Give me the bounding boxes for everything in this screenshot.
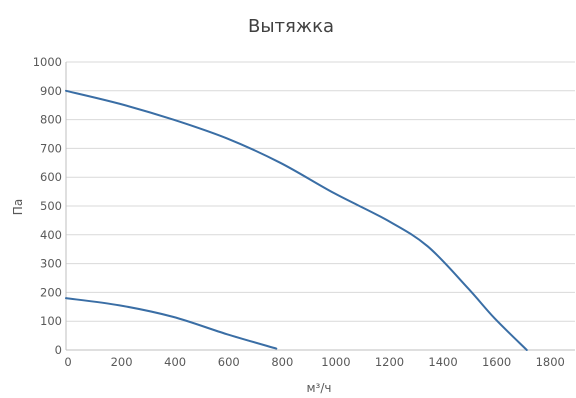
- y-tick-label: 700: [40, 141, 62, 155]
- y-tick-label: 100: [40, 314, 62, 328]
- x-tick-label: 200: [111, 355, 133, 369]
- x-axis-label: м³/ч: [307, 381, 332, 395]
- series-line-1: [65, 89, 528, 351]
- plot-area: 0 100 200 300 400 500 600 700 800 900 1000 0 200 400 6…: [33, 55, 575, 369]
- x-tick-label: 1800: [536, 355, 565, 369]
- x-tick-label: 1200: [375, 355, 404, 369]
- x-tick-label: 800: [271, 355, 293, 369]
- y-tick-label: 300: [40, 257, 62, 271]
- chart-title: Вытяжка: [248, 16, 334, 37]
- y-axis-label: Па: [11, 199, 25, 215]
- y-tick-label: 1000: [33, 55, 62, 69]
- x-tick-label: 0: [64, 355, 71, 369]
- y-tick-label: 200: [40, 285, 62, 299]
- y-tick-label: 800: [40, 113, 62, 127]
- y-tick-label: 400: [40, 228, 62, 242]
- x-tick-label: 1400: [428, 355, 457, 369]
- x-tick-label: 600: [218, 355, 240, 369]
- y-tick-label: 500: [40, 199, 62, 213]
- x-tick-label: 1000: [321, 355, 350, 369]
- series-line-2: [65, 297, 278, 350]
- y-tick-label: 0: [55, 343, 62, 357]
- y-tick-label: 600: [40, 170, 62, 184]
- x-tick-label: 1600: [482, 355, 511, 369]
- x-tick-label: 400: [164, 355, 186, 369]
- y-tick-label: 900: [40, 84, 62, 98]
